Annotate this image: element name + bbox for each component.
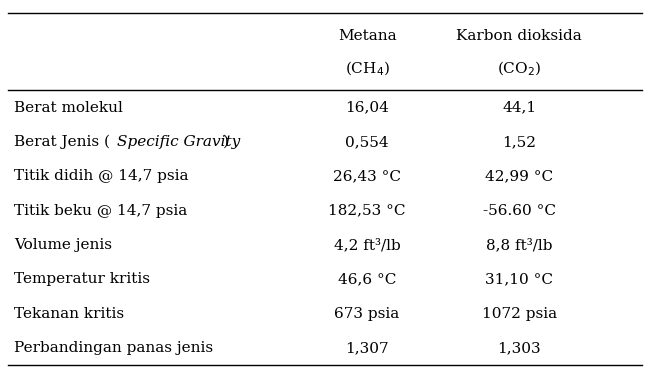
Text: ): ) bbox=[223, 135, 229, 149]
Text: Perbandingan panas jenis: Perbandingan panas jenis bbox=[14, 341, 213, 355]
Text: Berat Jenis (: Berat Jenis ( bbox=[14, 135, 111, 149]
Text: Titik beku @ 14,7 psia: Titik beku @ 14,7 psia bbox=[14, 204, 188, 218]
Text: Berat molekul: Berat molekul bbox=[14, 101, 124, 115]
Text: 26,43 °C: 26,43 °C bbox=[333, 169, 401, 183]
Text: 44,1: 44,1 bbox=[502, 101, 536, 115]
Text: 1072 psia: 1072 psia bbox=[482, 307, 557, 321]
Text: (CO$_2$): (CO$_2$) bbox=[497, 59, 541, 78]
Text: 1,52: 1,52 bbox=[502, 135, 536, 149]
Text: Titik didih @ 14,7 psia: Titik didih @ 14,7 psia bbox=[14, 169, 189, 183]
Text: Specific Gravity: Specific Gravity bbox=[116, 135, 240, 149]
Text: 182,53 °C: 182,53 °C bbox=[328, 204, 406, 218]
Text: 0,554: 0,554 bbox=[345, 135, 389, 149]
Text: 1,307: 1,307 bbox=[345, 341, 389, 355]
Text: Temperatur kritis: Temperatur kritis bbox=[14, 272, 150, 286]
Text: Karbon dioksida: Karbon dioksida bbox=[456, 29, 582, 43]
Text: 42,99 °C: 42,99 °C bbox=[485, 169, 553, 183]
Text: Metana: Metana bbox=[338, 29, 396, 43]
Text: 46,6 °C: 46,6 °C bbox=[338, 272, 396, 286]
Text: (CH$_4$): (CH$_4$) bbox=[344, 59, 389, 78]
Text: 4,2 ft³/lb: 4,2 ft³/lb bbox=[333, 238, 400, 252]
Text: 16,04: 16,04 bbox=[345, 101, 389, 115]
Text: 31,10 °C: 31,10 °C bbox=[485, 272, 553, 286]
Text: 1,303: 1,303 bbox=[497, 341, 541, 355]
Text: 673 psia: 673 psia bbox=[335, 307, 400, 321]
Text: Volume jenis: Volume jenis bbox=[14, 238, 112, 252]
Text: -56.60 °C: -56.60 °C bbox=[483, 204, 556, 218]
Text: Tekanan kritis: Tekanan kritis bbox=[14, 307, 124, 321]
Text: 8,8 ft³/lb: 8,8 ft³/lb bbox=[486, 238, 552, 252]
